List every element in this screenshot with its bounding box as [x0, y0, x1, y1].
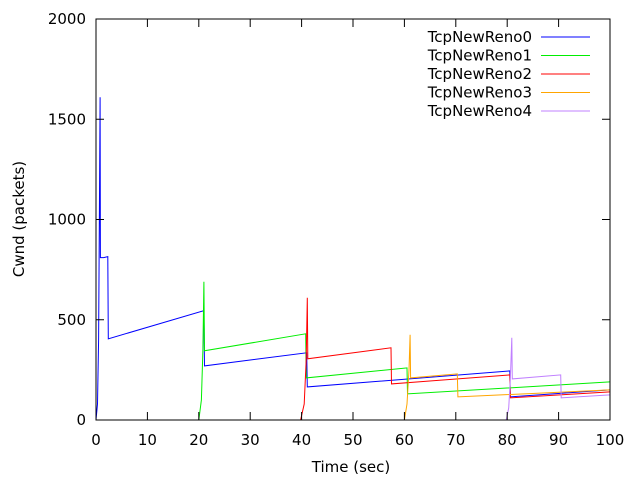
x-tick-label: 40 [292, 431, 311, 449]
x-axis-label: Time (sec) [311, 458, 390, 476]
x-tick-label: 0 [91, 431, 101, 449]
y-tick-label: 2000 [48, 10, 86, 28]
legend-label-4: TcpNewReno4 [427, 102, 532, 120]
x-tick-label: 60 [395, 431, 414, 449]
legend-label-3: TcpNewReno3 [427, 84, 532, 102]
x-tick-label: 50 [343, 431, 362, 449]
series-line-0 [95, 97, 611, 421]
y-tick-label: 1000 [48, 211, 86, 229]
plot-frame [95, 18, 611, 421]
series-line-4 [505, 337, 611, 421]
legend-label-0: TcpNewReno0 [427, 28, 532, 46]
y-tick-label: 0 [76, 411, 86, 429]
x-tick-label: 70 [446, 431, 465, 449]
legend-label-1: TcpNewReno1 [427, 47, 532, 65]
x-tick-label: 20 [189, 431, 208, 449]
series-line-3 [403, 334, 611, 421]
series-layer [95, 97, 611, 421]
x-tick-label: 30 [241, 431, 260, 449]
y-axis-label: Cwnd (packets) [10, 161, 28, 277]
legend-label-2: TcpNewReno2 [427, 65, 532, 83]
series-line-1 [198, 281, 611, 421]
y-tick-label: 500 [57, 311, 86, 329]
x-tick-label: 100 [596, 431, 625, 449]
y-tick-label: 1500 [48, 110, 86, 128]
x-tick-label: 90 [549, 431, 568, 449]
series-line-2 [300, 297, 611, 421]
legend: TcpNewReno0TcpNewReno1TcpNewReno2TcpNewR… [427, 28, 590, 120]
x-tick-label: 80 [498, 431, 517, 449]
x-tick-label: 10 [138, 431, 157, 449]
